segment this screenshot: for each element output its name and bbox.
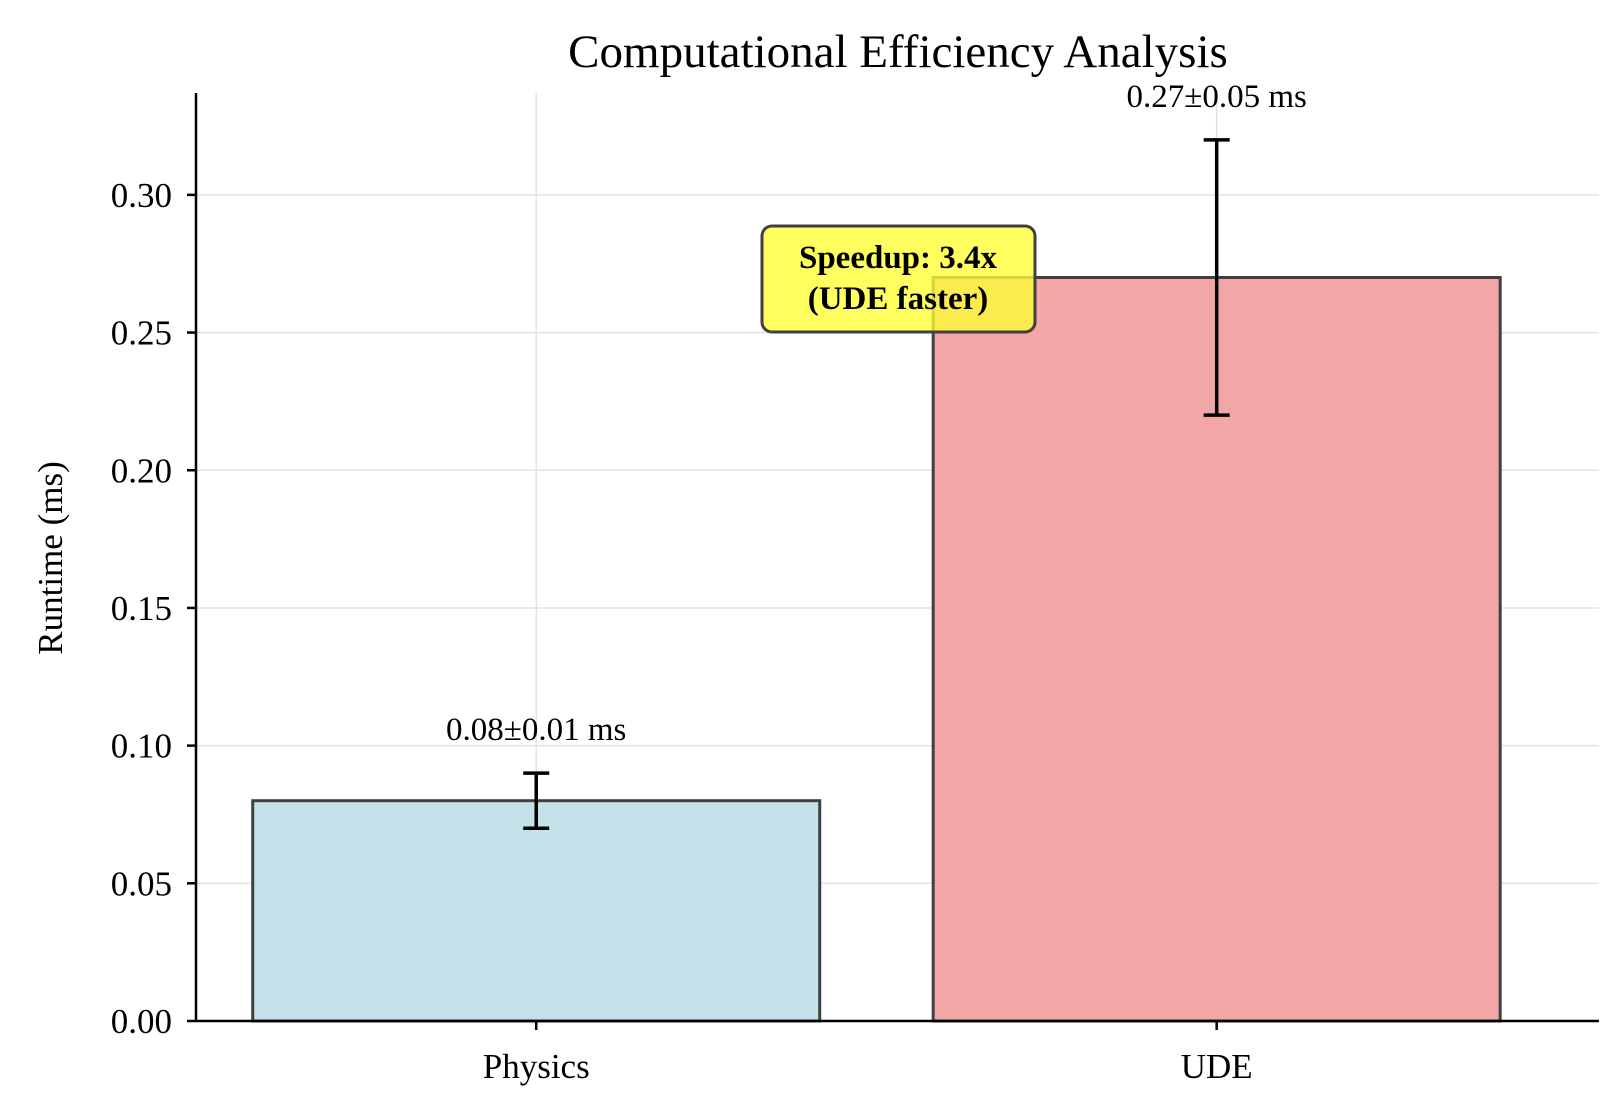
data-labels: 0.08±0.01 ms 0.27±0.05 ms (446, 79, 1307, 748)
annotation-box (760, 224, 1037, 334)
y-tick-label: 0.30 (111, 176, 172, 215)
bar-physics (251, 799, 822, 1023)
y-axis-label: Runtime (ms) (31, 461, 70, 654)
axes (194, 93, 1599, 1023)
y-tick-label: 0.25 (111, 314, 172, 353)
x-tick-label: UDE (1181, 1047, 1253, 1086)
speedup-annotation: Speedup: 3.4x (UDE faster) (760, 224, 1037, 334)
bars (251, 275, 1502, 1023)
y-tick-label: 0.10 (111, 727, 172, 766)
x-tick-label: Physics (483, 1047, 590, 1086)
y-tick-label: 0.05 (111, 864, 172, 903)
ticks: 0.00 0.05 0.10 0.15 0.20 0.25 0.30 Physics UDE (111, 176, 1253, 1086)
data-label: 0.27±0.05 ms (1126, 79, 1306, 115)
annotation-line-2: (UDE faster) (808, 281, 989, 317)
y-tick-label: 0.00 (111, 1002, 172, 1041)
chart-title: Computational Efficiency Analysis (568, 26, 1228, 78)
y-tick-label: 0.15 (111, 589, 172, 628)
data-label: 0.08±0.01 ms (446, 712, 626, 748)
annotation-line-1: Speedup: 3.4x (799, 240, 998, 276)
error-bars (523, 138, 1230, 830)
y-tick-label: 0.20 (111, 451, 172, 490)
